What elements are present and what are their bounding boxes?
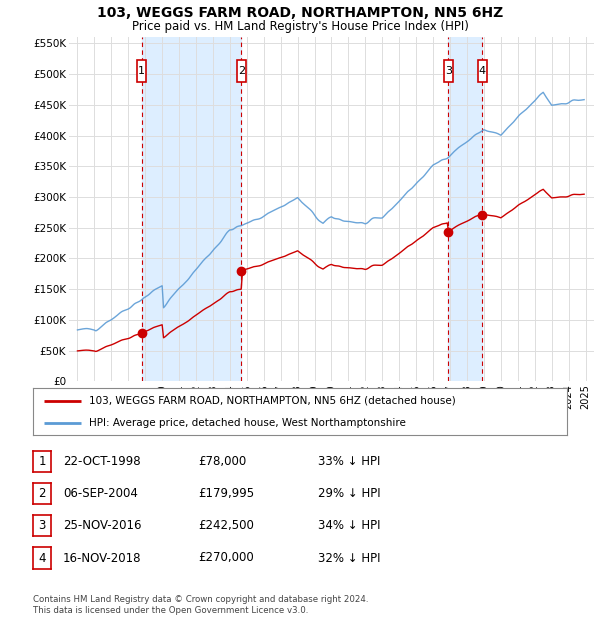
Text: 34% ↓ HPI: 34% ↓ HPI [318, 520, 380, 532]
Text: 3: 3 [38, 520, 46, 532]
Text: 25-NOV-2016: 25-NOV-2016 [63, 520, 142, 532]
Text: 2: 2 [238, 66, 245, 76]
Text: 2: 2 [38, 487, 46, 500]
Text: HPI: Average price, detached house, West Northamptonshire: HPI: Average price, detached house, West… [89, 417, 406, 428]
Text: 33% ↓ HPI: 33% ↓ HPI [318, 455, 380, 467]
Bar [236, 60, 246, 82]
Text: 3: 3 [445, 66, 452, 76]
Text: 103, WEGGS FARM ROAD, NORTHAMPTON, NN5 6HZ: 103, WEGGS FARM ROAD, NORTHAMPTON, NN5 6… [97, 6, 503, 20]
Text: Price paid vs. HM Land Registry's House Price Index (HPI): Price paid vs. HM Land Registry's House … [131, 20, 469, 33]
Text: 4: 4 [479, 66, 486, 76]
Text: 22-OCT-1998: 22-OCT-1998 [63, 455, 140, 467]
Bar [448, 37, 482, 381]
Text: £270,000: £270,000 [198, 552, 254, 564]
Bar [443, 60, 453, 82]
Bar [142, 37, 241, 381]
Text: 32% ↓ HPI: 32% ↓ HPI [318, 552, 380, 564]
Bar [137, 60, 146, 82]
Text: £78,000: £78,000 [198, 455, 246, 467]
Text: 1: 1 [139, 66, 145, 76]
Text: Contains HM Land Registry data © Crown copyright and database right 2024.: Contains HM Land Registry data © Crown c… [33, 595, 368, 604]
Text: 103, WEGGS FARM ROAD, NORTHAMPTON, NN5 6HZ (detached house): 103, WEGGS FARM ROAD, NORTHAMPTON, NN5 6… [89, 396, 456, 406]
Text: 06-SEP-2004: 06-SEP-2004 [63, 487, 138, 500]
Bar [478, 60, 487, 82]
Text: This data is licensed under the Open Government Licence v3.0.: This data is licensed under the Open Gov… [33, 606, 308, 616]
Text: 4: 4 [38, 552, 46, 564]
Text: 16-NOV-2018: 16-NOV-2018 [63, 552, 142, 564]
Text: 29% ↓ HPI: 29% ↓ HPI [318, 487, 380, 500]
Text: 1: 1 [38, 455, 46, 467]
Text: £179,995: £179,995 [198, 487, 254, 500]
Text: £242,500: £242,500 [198, 520, 254, 532]
